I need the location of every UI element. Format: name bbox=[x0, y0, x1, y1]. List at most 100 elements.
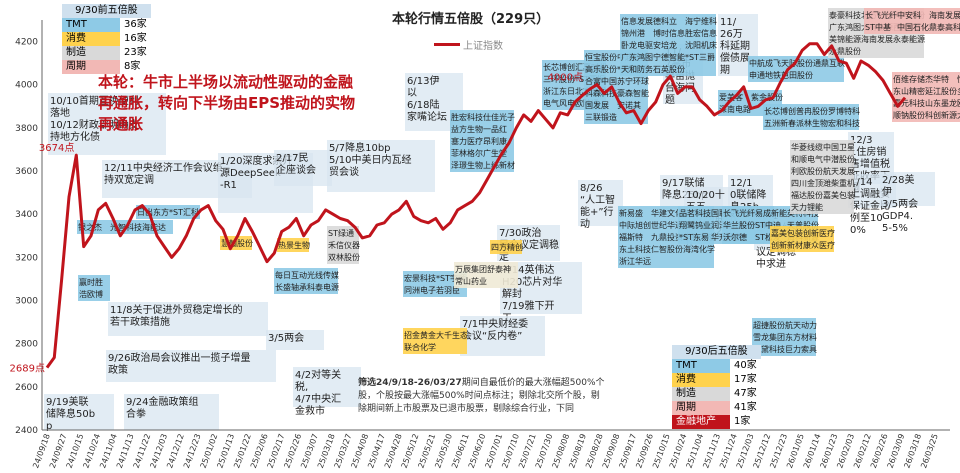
stock-label: 佰维存储 bbox=[893, 74, 925, 84]
stock-label: 浙江东日 bbox=[543, 86, 575, 96]
event-label-line: 贸会谈 bbox=[329, 165, 359, 178]
x-tick-label: 26/03/25 bbox=[919, 433, 940, 470]
stock-label: 慧翰股份 bbox=[221, 238, 253, 248]
stock-label: 双林股份 bbox=[328, 252, 360, 262]
stock-label: 四川金顶 bbox=[791, 178, 823, 188]
event-box bbox=[106, 350, 276, 382]
stock-group-box bbox=[78, 275, 110, 301]
event-box bbox=[44, 394, 114, 430]
event-label-line: 7/1中央财经委 bbox=[462, 317, 528, 330]
stock-label: 紫金股份 bbox=[751, 92, 783, 102]
stock-label: 福达股份 bbox=[791, 190, 823, 200]
event-label: 5/7降息10bp 5/10中美日内瓦经贸会谈 bbox=[329, 141, 411, 178]
legend-category: TMT bbox=[62, 18, 120, 32]
stock-label: 中航成飞 bbox=[749, 58, 781, 68]
y-tick-label: 3600 bbox=[15, 167, 38, 177]
stock-label: 国发展 bbox=[585, 100, 609, 110]
stock-label: 沃尔德 bbox=[723, 232, 747, 242]
stock-label: 恒坤新材 bbox=[957, 74, 960, 84]
stock-label: 卧龙电驱 bbox=[621, 40, 653, 50]
event-label-line: 解封 bbox=[502, 287, 522, 300]
stock-group-box bbox=[454, 262, 518, 288]
stock-label: 中安科 bbox=[897, 10, 921, 20]
y-tick-label: 3000 bbox=[15, 297, 38, 307]
event-label-line: 售增值税 bbox=[850, 157, 890, 170]
event-box bbox=[274, 150, 332, 186]
stock-label: 创新医疗 bbox=[803, 228, 835, 238]
stock-label: 热景生物 bbox=[278, 240, 310, 250]
stock-label: 招金黄金 bbox=[404, 330, 436, 340]
event-label: 10/10首期互换便利落地 10/12财政部明确支持地方化债 bbox=[50, 94, 139, 143]
legend-row: TMT 36家 bbox=[62, 18, 151, 32]
event-label: 4/2对等关税, 4/7中央汇金救市 bbox=[295, 368, 341, 417]
event-label: 12/11中央经济工作会议维持双宽定调 bbox=[104, 161, 223, 186]
point-label: 2689点 bbox=[10, 363, 45, 375]
event-label-line: 家嘴论坛 bbox=[407, 110, 447, 123]
stock-label: 大千生态 bbox=[436, 330, 468, 340]
stock-label: 禾信仪器 bbox=[328, 240, 360, 250]
stock-label: 航天发展 bbox=[823, 166, 855, 176]
event-label-line: 10/12财政部明确支 bbox=[50, 118, 139, 131]
legend-row: 制造 23家 bbox=[62, 46, 151, 60]
stock-label: 超捷股份 bbox=[753, 320, 785, 330]
event-label: 7/1中央财经委会议“反内卷” bbox=[462, 317, 528, 342]
y-tick-label: 4200 bbox=[15, 38, 38, 48]
stock-label: 顺钠股份 bbox=[893, 110, 925, 120]
stock-group-box bbox=[136, 205, 200, 219]
stock-group-box bbox=[763, 104, 859, 130]
stock-label: 延江股份 bbox=[925, 86, 957, 96]
event-label-line: 3/5两会 bbox=[882, 197, 918, 210]
stock-label: 科森科技 bbox=[585, 88, 617, 98]
legend-table-after: 9/30后五倍股 TMT 40家 消费 17家 制造 47家 周期 41家 金融地产 1家 bbox=[672, 345, 761, 429]
stock-label: 欧科亿 bbox=[957, 98, 960, 108]
event-label-line: 2/17民 bbox=[276, 152, 308, 164]
event-label-line: 定 bbox=[499, 250, 509, 263]
event-label-line: 6/13伊 bbox=[407, 75, 439, 87]
summary-text: 本轮：牛市上半场以流动性驱动的金融再通胀，转向下半场由EPS推动的实物再通胀 bbox=[98, 73, 356, 133]
legend-count: 8家 bbox=[124, 61, 141, 72]
stock-label: 芭田股份 bbox=[781, 70, 813, 80]
stock-label: 爱美客 bbox=[719, 92, 743, 102]
stock-label: 若羽臣 bbox=[436, 285, 460, 295]
stock-label: 菲林格尔 bbox=[451, 148, 483, 158]
stock-label: 海宁维科 bbox=[685, 16, 717, 26]
stock-label: 嘉元科技 bbox=[893, 98, 925, 108]
event-label-line: 8/26 bbox=[580, 183, 602, 194]
legend-category: 消费 bbox=[62, 32, 120, 46]
stock-label: 和顺电气 bbox=[791, 154, 823, 164]
stock-label: 永泰能源 bbox=[893, 34, 925, 44]
stock-label: *ST东易 bbox=[679, 232, 709, 242]
event-label-line: 11/ bbox=[720, 17, 737, 28]
stock-label: 泽璟生物 bbox=[451, 160, 483, 170]
stock-label: 多氟多 bbox=[957, 86, 960, 96]
event-label-line: 落地 bbox=[50, 106, 70, 119]
y-tick-label: 2800 bbox=[15, 340, 38, 350]
stock-label: 世纪华通 bbox=[651, 220, 683, 230]
stock-label: 杰华特 bbox=[925, 74, 949, 84]
stock-label: 石英股份 bbox=[653, 64, 685, 74]
event-label-line: 5-5% bbox=[882, 223, 908, 234]
stock-label: 中国石化 bbox=[897, 22, 929, 32]
event-label-line: 题 bbox=[665, 94, 675, 106]
event-label-line: p bbox=[46, 421, 52, 432]
stock-label: 长盛轴承 bbox=[275, 282, 307, 292]
stock-label: 品茗科技 bbox=[679, 208, 711, 218]
event-label-line: 企座谈会 bbox=[276, 163, 316, 176]
legend-label: 上证指数 bbox=[463, 41, 503, 52]
point-label: 3674点 bbox=[39, 142, 74, 154]
stock-label: 大越期货 bbox=[957, 110, 960, 120]
event-label-line: 6/18陆 bbox=[407, 98, 439, 111]
stock-label: 天力锂能 bbox=[791, 202, 823, 212]
legend-category: TMT bbox=[672, 359, 730, 373]
stock-label: *ST三爵 bbox=[685, 52, 715, 62]
legend-category: 消费 bbox=[672, 373, 730, 387]
event-label-line: 7/30政治 bbox=[499, 226, 541, 239]
stock-label: 长飞光纤 bbox=[865, 10, 897, 20]
stock-label: 银之杰 bbox=[78, 222, 102, 232]
stock-label: 九鼎投资 bbox=[651, 232, 683, 242]
event-label: 2/28美伊 3/5两会 GDP4. 5-5% bbox=[882, 173, 918, 234]
stock-label: 光线传媒 bbox=[307, 270, 339, 280]
stock-label: 华菱线缆 bbox=[791, 142, 823, 152]
stock-label: 天际股份 bbox=[781, 58, 813, 68]
stock-label: 中国卫星 bbox=[823, 142, 855, 152]
